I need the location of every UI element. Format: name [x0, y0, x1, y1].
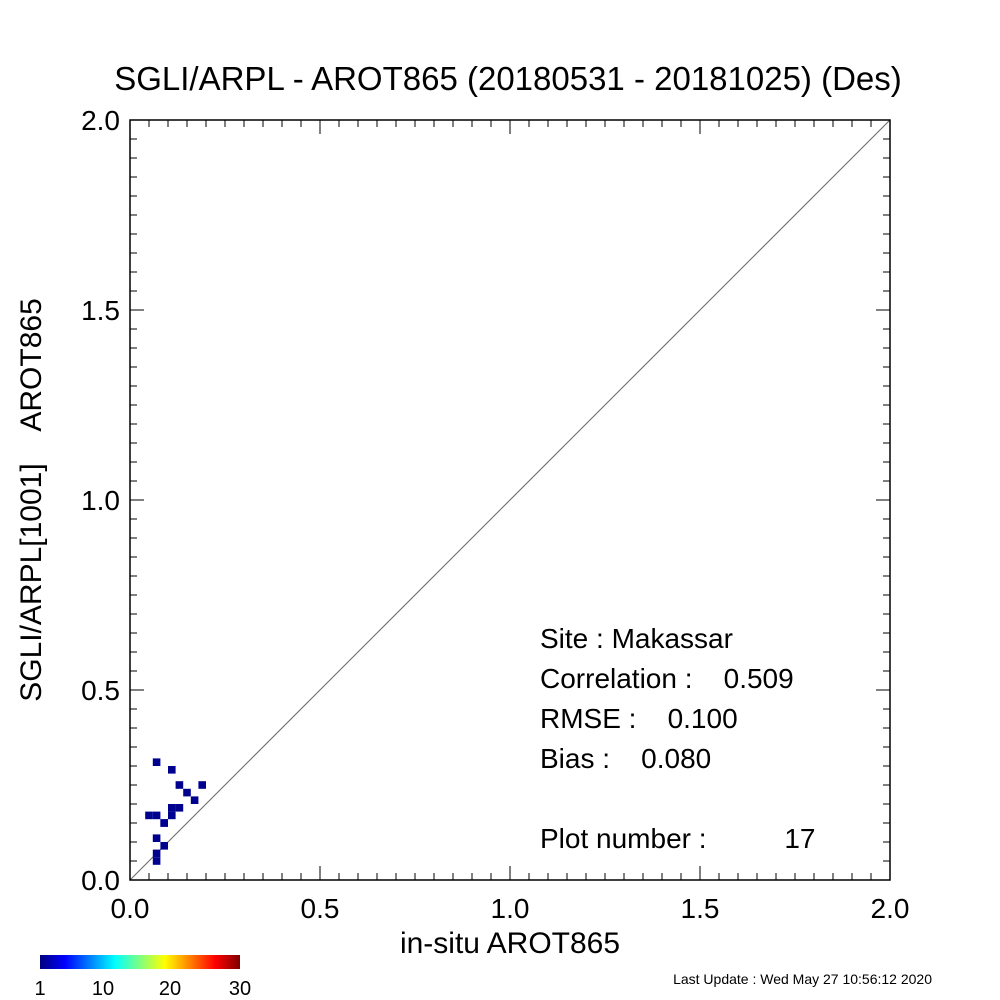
- y-tick-label: 1.0: [81, 485, 120, 516]
- plot-number-label: Plot number : 17: [540, 823, 815, 854]
- y-tick-label: 1.5: [81, 295, 120, 326]
- site-label: Site : Makassar: [540, 623, 733, 654]
- data-point: [145, 811, 153, 820]
- data-point: [152, 857, 161, 865]
- data-point: [168, 804, 176, 812]
- data-point: [175, 781, 184, 789]
- data-point: [168, 766, 176, 774]
- colorbar-tick-label: 20: [159, 978, 181, 1000]
- data-point: [183, 788, 191, 797]
- data-point: [152, 834, 161, 842]
- data-point: [160, 842, 168, 850]
- y-axis-label: SGLI/ARPL[1001] AROT865: [15, 298, 48, 702]
- colorbar: [40, 955, 240, 969]
- last-update-label: Last Update : Wed May 27 10:56:12 2020: [673, 971, 932, 987]
- rmse-label: RMSE : 0.100: [540, 703, 738, 734]
- y-tick-label: 0.0: [81, 865, 120, 896]
- x-tick-label: 0.5: [301, 893, 340, 924]
- x-tick-label: 1.5: [681, 893, 720, 924]
- data-point: [160, 819, 168, 827]
- colorbar-tick-label: 1: [34, 978, 45, 1000]
- y-tick-label: 0.5: [81, 675, 120, 706]
- data-point: [152, 811, 161, 820]
- data-point: [175, 804, 184, 812]
- data-point: [190, 796, 199, 804]
- colorbar-tick-label: 10: [92, 978, 114, 1000]
- data-point: [168, 811, 176, 820]
- axis-ticks: [130, 120, 890, 880]
- colorbar-tick-label: 30: [229, 978, 251, 1000]
- data-point: [198, 781, 206, 789]
- x-tick-label: 2.0: [871, 893, 910, 924]
- data-points: [145, 758, 206, 865]
- data-point: [152, 849, 161, 858]
- stats-box: Site : Makassar Correlation : 0.509 RMSE…: [540, 623, 815, 854]
- x-axis-label: in-situ AROT865: [400, 927, 620, 960]
- chart-title: SGLI/ARPL - AROT865 (20180531 - 20181025…: [114, 60, 902, 97]
- one-to-one-line: [129, 119, 891, 881]
- x-tick-label: 1.0: [491, 893, 530, 924]
- bias-label: Bias : 0.080: [540, 743, 711, 774]
- correlation-label: Correlation : 0.509: [540, 663, 794, 694]
- data-point: [152, 758, 161, 766]
- y-tick-label: 2.0: [81, 105, 120, 136]
- x-tick-label: 0.0: [111, 893, 150, 924]
